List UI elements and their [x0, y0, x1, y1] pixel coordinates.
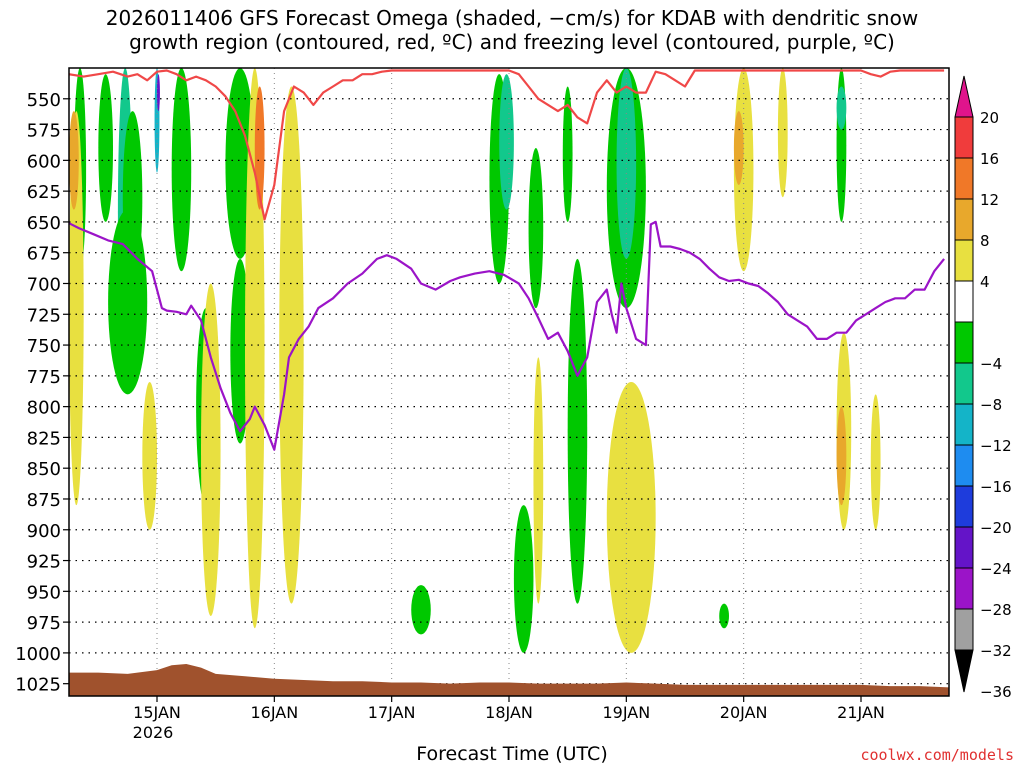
omega-area-14	[528, 148, 544, 309]
omega-area-26	[201, 283, 221, 616]
omega-area-17	[567, 258, 588, 604]
y-axis: 550 575 600 625 650 675 700 725 750 775 800 825 850 8…	[15, 90, 69, 696]
x-tick-label-5: 20JAN	[720, 703, 768, 722]
colorbar-segment-6	[954, 321, 974, 364]
omega-area-30	[533, 357, 544, 604]
y-tick-label-18: 1000	[15, 644, 61, 665]
colorbar-label-0: 20	[980, 109, 999, 127]
y-tick-label-7: 725	[27, 305, 61, 326]
omega-shading	[69, 68, 881, 653]
x-tick-label-4: 19JAN	[602, 703, 650, 722]
omega-area-20	[719, 603, 729, 629]
credit-text: coolwx.com/models	[860, 746, 1014, 764]
y-tick-label-11: 825	[27, 428, 61, 449]
colorbar-label-8: −16	[980, 478, 1012, 496]
colorbar-top-arrow	[954, 75, 974, 118]
ground-area	[69, 663, 949, 696]
y-tick-label-15: 925	[27, 552, 61, 573]
omega-area-11	[411, 585, 431, 635]
colorbar-segment-7	[954, 362, 974, 405]
x-tick-label-2: 17JAN	[368, 703, 416, 722]
omega-area-31	[606, 382, 656, 653]
colorbar-label-10: −24	[980, 560, 1012, 578]
y-tick-label-6: 700	[27, 274, 61, 295]
x-tick-label-3: 18JAN	[485, 703, 533, 722]
y-tick-label-19: 1025	[15, 675, 61, 696]
colorbar-segment-8	[954, 403, 974, 446]
colorbar-label-6: −8	[980, 396, 1002, 414]
omega-area-7	[171, 68, 192, 272]
x-axis-label: Forecast Time (UTC)	[416, 743, 608, 765]
y-tick-label-8: 750	[27, 336, 61, 357]
y-tick-label-13: 875	[27, 490, 61, 511]
colorbar-label-4: 4	[980, 273, 990, 291]
omega-area-34	[777, 68, 788, 198]
omega-area-4	[108, 209, 148, 395]
x-tick-sublabel-0: 2026	[133, 723, 174, 742]
y-tick-label-14: 900	[27, 521, 61, 542]
omega-area-16	[562, 86, 573, 222]
y-tick-label-4: 650	[27, 213, 61, 234]
y-tick-label-16: 950	[27, 582, 61, 603]
series-line-0	[69, 220, 945, 451]
omega-area-23	[69, 111, 84, 506]
colorbar-segment-13	[954, 608, 974, 651]
omega-area-25	[142, 382, 158, 530]
y-tick-label-10: 800	[27, 398, 61, 419]
colorbar-label-12: −32	[980, 642, 1012, 660]
omega-area-28	[254, 86, 265, 210]
omega-area-3	[98, 74, 113, 222]
y-tick-label-2: 600	[27, 151, 61, 172]
omega-area-10	[230, 258, 250, 444]
contour-lines	[69, 69, 949, 696]
omega-area-37	[870, 394, 881, 530]
colorbar-label-13: −36	[980, 683, 1012, 701]
x-tick-label-1: 16JAN	[250, 703, 298, 722]
x-tick-label-0: 15JAN	[133, 703, 181, 722]
colorbar-label-9: −20	[980, 519, 1012, 537]
colorbar: 20 16 12 8 4 −4 −8 −12 −16 −20 −24 −28 −32 −36	[954, 75, 1012, 701]
colorbar-label-2: 12	[980, 191, 999, 209]
colorbar-label-1: 16	[980, 150, 999, 168]
colorbar-segment-4	[954, 239, 974, 282]
y-tick-label-9: 775	[27, 367, 61, 388]
omega-area-33	[733, 111, 744, 185]
y-tick-label-5: 675	[27, 244, 61, 265]
omega-area-15	[513, 505, 534, 653]
omega-area-24	[69, 111, 79, 210]
omega-area-13	[499, 74, 514, 210]
y-tick-label-17: 975	[27, 613, 61, 634]
chart-title: 2026011406 GFS Forecast Omega (shaded, −…	[105, 6, 919, 54]
y-tick-label-0: 550	[27, 90, 61, 111]
y-tick-label-12: 850	[27, 459, 61, 480]
y-tick-label-3: 625	[27, 182, 61, 203]
y-tick-label-1: 575	[27, 121, 61, 142]
colorbar-segment-10	[954, 485, 974, 528]
colorbar-segment-3	[954, 198, 974, 241]
x-tick-label-6: 21JAN	[837, 703, 885, 722]
colorbar-segment-12	[954, 567, 974, 610]
colorbar-segment-11	[954, 526, 974, 569]
omega-area-6	[157, 74, 160, 112]
colorbar-label-7: −12	[980, 437, 1012, 455]
colorbar-segment-2	[954, 157, 974, 200]
colorbar-label-5: −4	[980, 355, 1002, 373]
colorbar-segment-9	[954, 444, 974, 487]
colorbar-segment-5	[954, 280, 974, 323]
colorbar-segment-1	[954, 116, 974, 159]
omega-area-36	[836, 406, 847, 506]
colorbar-label-3: 8	[980, 232, 990, 250]
omega-area-22	[836, 86, 847, 130]
series-line-1	[69, 69, 945, 221]
colorbar-label-11: −28	[980, 601, 1012, 619]
colorbar-bottom-arrow	[954, 649, 974, 693]
